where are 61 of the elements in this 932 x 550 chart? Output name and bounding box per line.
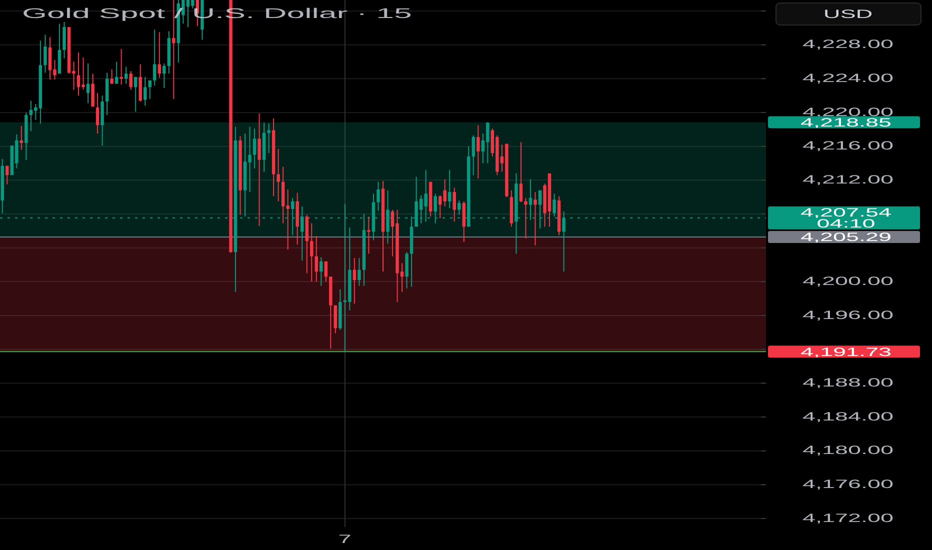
candlestick [320,256,323,286]
y-tick-label: 4,176.00 [802,476,894,491]
y-tick-label: 4,196.00 [802,308,894,322]
candlestick [448,170,452,209]
candlestick [96,92,100,134]
candlestick [358,258,361,286]
candlestick [324,260,328,282]
candlestick [6,165,9,185]
candlestick [524,197,528,240]
y-tick-label: 4,212.00 [802,172,894,186]
y-tick-label: 4,184.00 [802,409,894,423]
candlestick [476,124,480,179]
candlestick [20,126,24,150]
candlestick [267,123,270,154]
candlestick [458,200,461,216]
band-label: 4,191.73 [800,344,892,358]
y-tick-label: 4,188.00 [802,375,894,390]
candlestick [86,62,90,104]
y-tick-label: 4,228.00 [802,37,894,51]
candlestick [452,187,456,222]
candlestick [252,128,256,169]
candlestick [100,95,104,146]
x-tick-label: 7 [338,532,352,546]
candlestick [314,236,318,282]
y-tick-label: 4,200.00 [802,274,894,288]
ref-line-label: 4,205.29 [800,230,892,244]
candlestick [129,70,132,90]
candlestick [91,73,94,108]
candlestick [276,148,280,202]
candlestick [138,64,142,102]
candlestick [310,222,314,282]
ref-line-label: 4,207.54 04:10 [800,206,892,230]
y-axis-title: USD [823,7,873,21]
candlestick [376,181,380,212]
candlestick [134,76,138,112]
candlestick [472,134,476,176]
candlestick [105,72,109,116]
candlestick [258,112,261,226]
y-tick-label: 4,216.00 [802,138,894,152]
candlestick [143,76,147,106]
candlestick [519,142,523,203]
y-tick-label: 4,180.00 [802,443,894,457]
candlestick [58,23,62,74]
candlestick [405,252,408,289]
candlestick [62,21,66,59]
candlestick [334,304,338,334]
candlestick [162,62,166,88]
candlestick [352,258,356,304]
candlestick [158,32,161,78]
candlestick [124,66,128,84]
candlestick [110,68,114,84]
y-tick-label: 4,172.00 [802,510,894,524]
candlestick [552,193,556,218]
candlestick [367,216,370,254]
y-tick-label: 4,224.00 [802,70,894,84]
candlestick [534,192,537,246]
candlestick [153,29,156,86]
candlestick [172,0,176,100]
candlestick [120,48,123,86]
candlestick [462,200,466,242]
candlestick [44,34,47,74]
